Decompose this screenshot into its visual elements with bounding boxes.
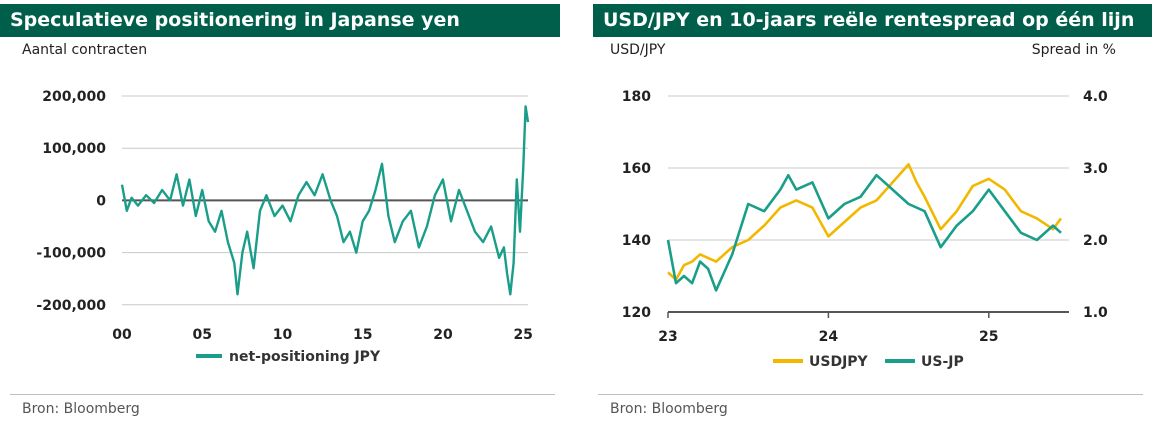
y-left-tick-label: 160	[622, 161, 651, 177]
right-chart-panel: USD/JPY en 10-jaars reële rentespread op…	[593, 0, 1152, 421]
left-source-note: Bron: Bloomberg	[22, 401, 140, 417]
right-divider	[598, 394, 1143, 395]
right-chart-title: USD/JPY en 10-jaars reële rentespread op…	[593, 4, 1152, 37]
y-left-tick-label: 140	[622, 233, 651, 249]
left-axis-title: USD/JPY	[610, 42, 666, 58]
series-line-us-jp	[666, 173, 1062, 292]
y-left-tick-label: 120	[622, 305, 651, 321]
left-chart-panel: Speculatieve positionering in Japanse ye…	[0, 0, 560, 421]
right-axis-title: Spread in %	[1031, 42, 1116, 58]
x-tick-label: 25	[979, 329, 998, 345]
x-tick-label: 10	[273, 327, 293, 343]
left-chart-title: Speculatieve positionering in Japanse ye…	[0, 4, 560, 37]
x-tick-label: 23	[658, 329, 677, 345]
x-tick-label: 24	[819, 329, 839, 345]
legend-label-net-positioning: net-positioning JPY	[229, 349, 381, 365]
left-chart-unit-label: Aantal contracten	[22, 42, 148, 58]
left-divider	[10, 394, 555, 395]
y-tick-label: 0	[96, 193, 106, 209]
x-tick-label: 00	[112, 327, 132, 343]
y-right-tick-label: 2.0	[1083, 233, 1108, 249]
x-tick-label: 15	[353, 327, 372, 343]
legend-label-usdjpy: USDJPY	[809, 354, 869, 370]
y-tick-label: 200,000	[42, 89, 106, 105]
x-tick-label: 05	[192, 327, 211, 343]
y-left-tick-label: 180	[622, 89, 651, 105]
right-chart-svg: 120 140 160 180 1.0 2.0 3.0 4.0 23 24 25 USDJPY US-J…	[622, 89, 1108, 370]
series-line-usdjpy	[667, 163, 1063, 281]
y-right-tick-label: 3.0	[1083, 161, 1108, 177]
x-tick-label: 20	[433, 327, 453, 343]
right-source-note: Bron: Bloomberg	[610, 401, 728, 417]
y-tick-label: -200,000	[36, 298, 106, 314]
y-right-tick-label: 1.0	[1083, 305, 1108, 321]
y-right-tick-label: 4.0	[1083, 89, 1108, 105]
left-chart-svg: 200,000 100,000 0 -100,000 -200,000 00 05 10 15 2…	[36, 89, 533, 365]
x-tick-label: 25	[513, 327, 532, 343]
y-tick-label: 100,000	[42, 141, 106, 157]
series-line-net-positioning	[120, 105, 530, 296]
y-tick-label: -100,000	[36, 246, 106, 262]
legend-label-us-jp: US-JP	[921, 354, 964, 370]
